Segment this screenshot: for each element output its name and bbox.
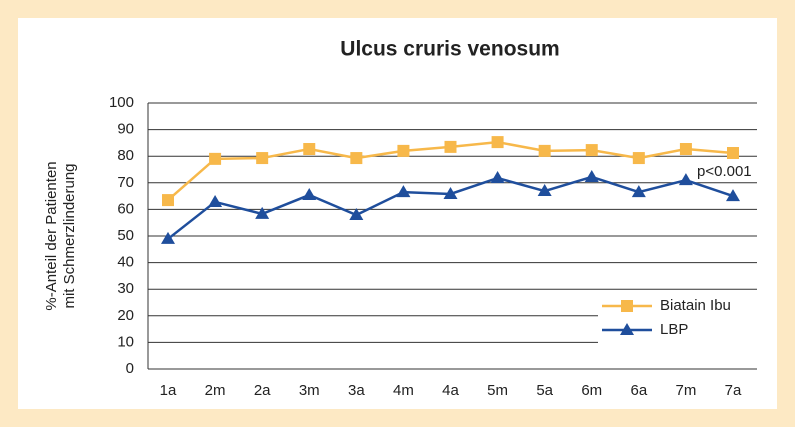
- marker: [679, 143, 692, 156]
- marker: [537, 184, 552, 197]
- marker: [727, 147, 739, 160]
- marker: [632, 152, 645, 165]
- x-tick-label: 2a: [254, 382, 271, 399]
- y-tick-label: 100: [109, 94, 134, 111]
- x-tick-label: 7m: [675, 382, 696, 399]
- marker: [302, 188, 317, 201]
- x-tick-label: 6m: [581, 382, 602, 399]
- marker: [397, 144, 410, 157]
- legend-marker: [620, 323, 634, 335]
- legend-label: Biatain Ibu: [660, 297, 731, 314]
- chart-title: Ulcus cruris venosum: [340, 38, 559, 61]
- y-tick-label: 60: [117, 200, 134, 217]
- legend-marker: [621, 300, 633, 312]
- x-tick-label: 4m: [393, 382, 414, 399]
- marker: [726, 189, 740, 202]
- annotation: p<0.001: [697, 163, 752, 180]
- marker: [349, 207, 364, 220]
- x-tick-label: 1a: [160, 382, 177, 399]
- x-tick-label: 3a: [348, 382, 365, 399]
- x-tick-label: 6a: [630, 382, 647, 399]
- legend-label: LBP: [660, 321, 688, 338]
- x-tick-label: 7a: [725, 382, 742, 399]
- marker: [396, 185, 411, 198]
- marker: [585, 144, 598, 157]
- marker: [161, 231, 175, 244]
- x-tick-label: 4a: [442, 382, 459, 399]
- y-tick-label: 30: [117, 280, 134, 297]
- y-axis-label: %-Anteil der Patienten: [43, 161, 60, 310]
- marker: [490, 171, 505, 184]
- marker: [678, 173, 693, 186]
- y-tick-label: 10: [117, 333, 134, 350]
- y-tick-label: 20: [117, 307, 134, 324]
- y-tick-label: 70: [117, 174, 134, 191]
- marker: [584, 169, 599, 182]
- x-tick-label: 2m: [205, 382, 226, 399]
- marker: [162, 194, 174, 207]
- marker: [491, 136, 504, 149]
- x-tick-label: 5a: [536, 382, 553, 399]
- marker: [303, 143, 316, 156]
- y-tick-label: 40: [117, 254, 134, 271]
- y-axis-label: mit Schmerzlinderung: [61, 163, 78, 308]
- marker: [350, 152, 363, 165]
- marker: [209, 152, 222, 165]
- marker: [538, 144, 551, 157]
- y-tick-label: 90: [117, 121, 134, 138]
- marker: [208, 194, 223, 207]
- marker: [631, 185, 646, 198]
- y-tick-label: 80: [117, 147, 134, 164]
- x-tick-label: 3m: [299, 382, 320, 399]
- y-tick-label: 50: [117, 227, 134, 244]
- marker: [443, 186, 458, 199]
- y-tick-label: 0: [126, 360, 134, 377]
- x-tick-label: 5m: [487, 382, 508, 399]
- marker: [444, 140, 457, 153]
- marker: [256, 152, 269, 165]
- marker: [255, 206, 270, 219]
